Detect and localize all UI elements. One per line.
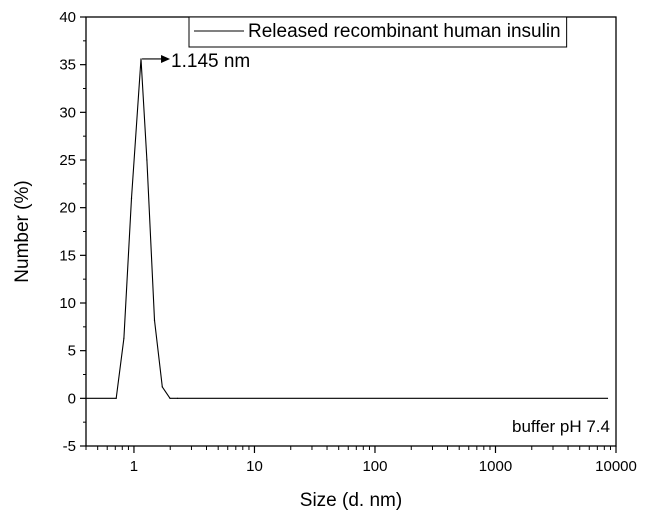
x-axis-title: Size (d. nm) <box>300 490 402 511</box>
data-point <box>115 397 117 399</box>
data-point <box>153 319 156 321</box>
data-point <box>85 397 87 399</box>
x-tick-label: 1 <box>130 458 138 475</box>
peak-arrow-head <box>161 54 171 63</box>
y-tick-label: 15 <box>59 247 76 264</box>
axes: -5 0 5 10 15 20 25 30 35 40 1 10 100 1000 10000 Size (d… <box>12 9 637 511</box>
data-point <box>123 337 125 339</box>
y-tick-label: 10 <box>59 295 76 312</box>
y-tick-label: 25 <box>59 152 76 169</box>
data-point <box>161 386 163 388</box>
legend-box <box>188 16 568 48</box>
series-line <box>86 58 608 399</box>
x-tick-label: 100 <box>362 458 387 475</box>
y-tick-label: 5 <box>68 343 76 360</box>
y-tick-label: 30 <box>59 104 76 121</box>
data-point <box>130 197 133 199</box>
x-tick-label: 1000 <box>479 458 512 475</box>
data-point <box>606 397 609 399</box>
plot-frame <box>85 16 617 447</box>
y-tick-label: -5 <box>63 438 76 455</box>
data-point <box>169 397 171 399</box>
x-tick-label: 10 <box>246 458 263 475</box>
data-point <box>140 58 142 60</box>
condition-label: buffer pH 7.4 <box>512 417 610 436</box>
data-point <box>146 159 148 161</box>
x-tick-label: 10000 <box>595 458 637 475</box>
y-tick-label: 20 <box>59 200 76 217</box>
peak-label: 1.145 nm <box>171 51 250 72</box>
y-tick-label: 40 <box>59 9 76 26</box>
legend-label: Released recombinant human insulin <box>248 21 561 42</box>
y-tick-label: 0 <box>68 390 76 407</box>
series-layer <box>85 58 609 399</box>
legend: Released recombinant human insulin <box>188 16 568 48</box>
annotations: 1.145 nm buffer pH 7.4 <box>142 51 610 436</box>
data-point <box>176 397 179 399</box>
y-tick-label: 35 <box>59 57 76 74</box>
y-axis-title: Number (%) <box>12 180 33 282</box>
